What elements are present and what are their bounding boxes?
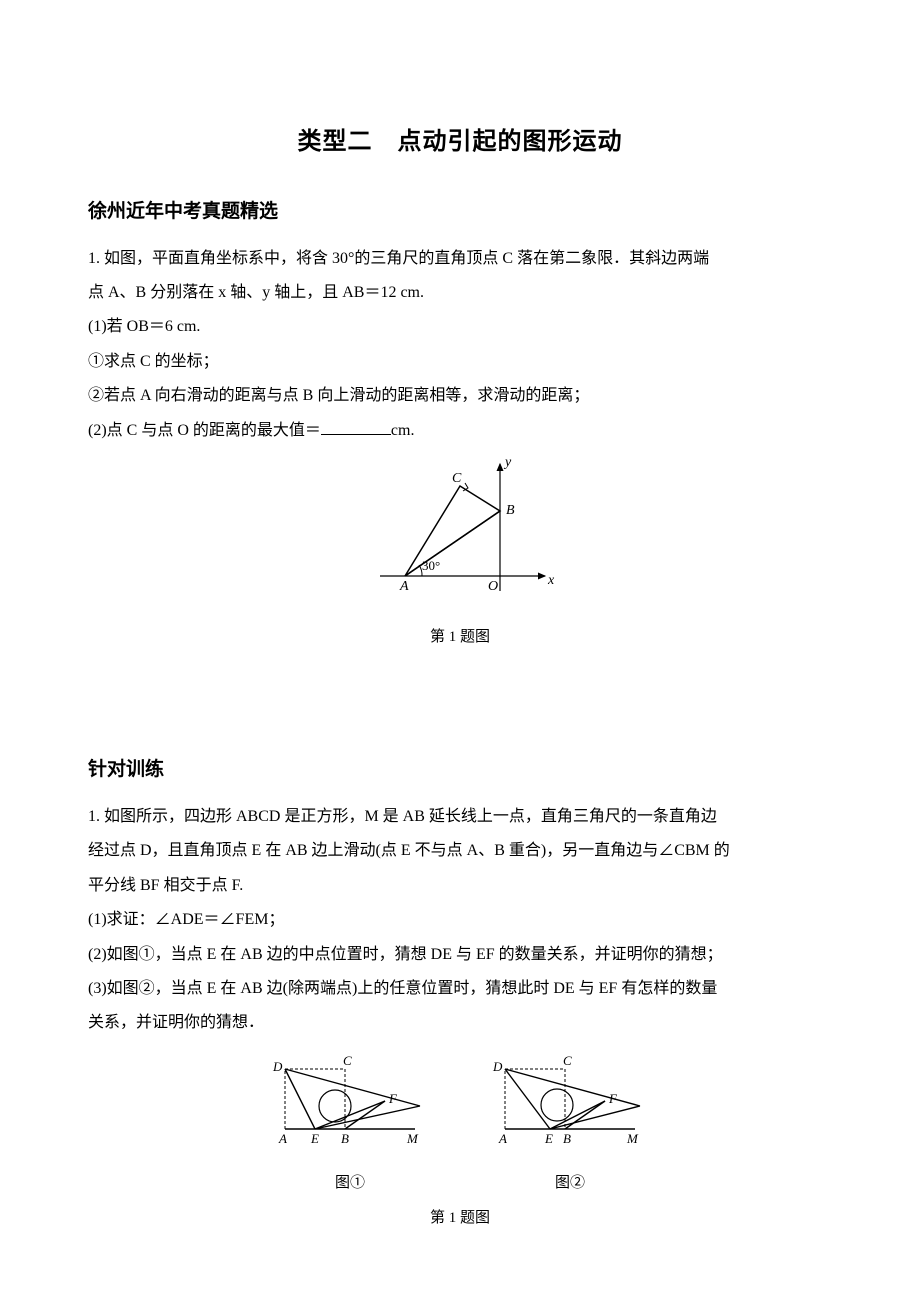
- s2q1-l1: 1. 如图所示，四边形 ABCD 是正方形，M 是 AB 延长线上一点，直角三角…: [88, 802, 832, 832]
- svg-text:M: M: [626, 1131, 639, 1146]
- q1-fig-caption: 第 1 题图: [88, 623, 832, 652]
- svg-text:C: C: [343, 1053, 352, 1068]
- fig2-col: A B C D E F M 图②: [485, 1051, 655, 1198]
- fig2-caption: 图②: [485, 1169, 655, 1198]
- svg-text:A: A: [278, 1131, 287, 1146]
- point-C-label: C: [452, 471, 462, 486]
- fill-blank: [321, 419, 391, 435]
- svg-text:M: M: [406, 1131, 419, 1146]
- q1-part2: (2)点 C 与点 O 的距离的最大值＝ cm.: [88, 416, 832, 446]
- fig1-svg: A B C D E F M: [265, 1051, 435, 1156]
- svg-text:D: D: [272, 1059, 283, 1074]
- page-title: 类型二 点动引起的图形运动: [88, 120, 832, 166]
- svg-text:F: F: [388, 1091, 398, 1106]
- point-B-label: B: [506, 503, 515, 518]
- fig1-col: A B C D E F M 图①: [265, 1051, 435, 1198]
- fig2-svg: A B C D E F M: [485, 1051, 655, 1156]
- svg-text:E: E: [544, 1131, 553, 1146]
- angle-30-label: 30°: [422, 558, 440, 573]
- s2q1-main-caption: 第 1 题图: [88, 1204, 832, 1233]
- svg-text:D: D: [492, 1059, 503, 1074]
- y-axis-label: y: [503, 456, 512, 470]
- q1-part2-pre: (2)点 C 与点 O 的距离的最大值＝: [88, 422, 321, 439]
- point-A-label: A: [399, 579, 409, 594]
- s2q1-l3: 平分线 BF 相交于点 F.: [88, 871, 832, 901]
- q1-part1a: ①求点 C 的坐标；: [88, 347, 832, 377]
- x-axis-label: x: [547, 573, 555, 588]
- svg-text:A: A: [498, 1131, 507, 1146]
- s2q1-p2: (2)如图①，当点 E 在 AB 边的中点位置时，猜想 DE 与 EF 的数量关…: [88, 940, 832, 970]
- section2-heading: 针对训练: [88, 752, 832, 788]
- svg-text:C: C: [563, 1053, 572, 1068]
- q1-part2-post: cm.: [391, 422, 415, 439]
- q1-stem-line1: 1. 如图，平面直角坐标系中，将含 30°的三角尺的直角顶点 C 落在第二象限．…: [88, 244, 832, 274]
- svg-text:F: F: [608, 1091, 618, 1106]
- s2q1-p3: (3)如图②，当点 E 在 AB 边(除两端点)上的任意位置时，猜想此时 DE …: [88, 974, 832, 1004]
- coord-figure-svg: y x A B C O 30°: [360, 456, 560, 606]
- s2q1-p1: (1)求证：∠ADE＝∠FEM；: [88, 905, 832, 935]
- point-O-label: O: [488, 579, 498, 594]
- q1-part1b: ②若点 A 向右滑动的距离与点 B 向上滑动的距离相等，求滑动的距离；: [88, 381, 832, 411]
- fig1-caption: 图①: [265, 1169, 435, 1198]
- q1-stem-line2: 点 A、B 分别落在 x 轴、y 轴上，且 AB＝12 cm.: [88, 278, 832, 308]
- svg-text:B: B: [563, 1131, 571, 1146]
- section1-heading: 徐州近年中考真题精选: [88, 194, 832, 230]
- svg-text:E: E: [310, 1131, 319, 1146]
- s2q1-p3b: 关系，并证明你的猜想．: [88, 1008, 832, 1038]
- q1-part1: (1)若 OB＝6 cm.: [88, 312, 832, 342]
- s2q1-l2: 经过点 D，且直角顶点 E 在 AB 边上滑动(点 E 不与点 A、B 重合)，…: [88, 836, 832, 866]
- q1-figure: y x A B C O 30° 第 1 题图: [88, 456, 832, 652]
- s2q1-figures: A B C D E F M 图① A B C D E F M: [88, 1051, 832, 1198]
- svg-text:B: B: [341, 1131, 349, 1146]
